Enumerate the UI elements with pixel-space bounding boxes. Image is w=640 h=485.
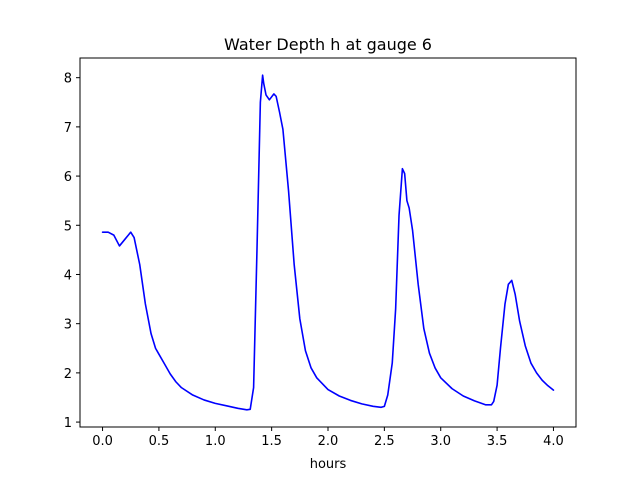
x-axis-label: hours: [310, 457, 347, 472]
x-tick-label: 2.0: [318, 434, 339, 449]
y-tick-label: 2: [64, 367, 72, 382]
x-tick-label: 1.5: [261, 434, 282, 449]
x-tick-label: 0.5: [149, 434, 170, 449]
x-tick-label: 3.0: [430, 434, 451, 449]
plot-area: 0.0 0.5 1.0 1.5 2.0 2.5 3.0 3.5 4.0 1 2 3 4 5 6 7 8: [64, 57, 577, 449]
y-tick-label: 7: [64, 121, 72, 136]
y-tick-label: 3: [64, 318, 72, 333]
chart-title: Water Depth h at gauge 6: [224, 35, 432, 54]
y-tick-label: 5: [64, 219, 72, 234]
y-tick-label: 6: [64, 170, 72, 185]
x-tick-label: 0.0: [92, 434, 113, 449]
y-tick-label: 1: [64, 416, 72, 431]
x-tick-label: 1.0: [205, 434, 226, 449]
y-tick-label: 8: [64, 72, 72, 87]
x-tick-label: 3.5: [487, 434, 508, 449]
y-tick-label: 4: [64, 268, 72, 283]
series-line-0: [101, 74, 555, 411]
x-tick-label: 2.5: [374, 434, 395, 449]
x-tick-label: 4.0: [543, 434, 564, 449]
